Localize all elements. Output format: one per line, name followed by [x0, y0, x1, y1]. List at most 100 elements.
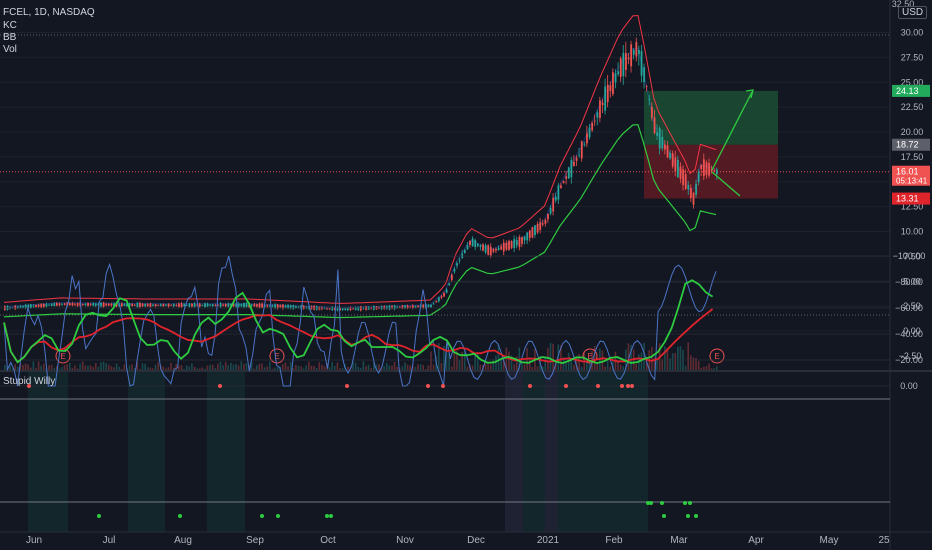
- osc-tick-label: −60.00: [895, 303, 923, 313]
- price-tag-countdown: 05:13:41: [896, 177, 928, 186]
- candle: [638, 49, 640, 55]
- volume-bar: [284, 362, 287, 370]
- volume-bar: [523, 364, 526, 370]
- candle: [669, 152, 672, 159]
- candle: [528, 230, 531, 238]
- candle: [599, 100, 601, 118]
- candle: [126, 303, 128, 307]
- candle: [193, 303, 196, 307]
- osc-tick-label: −100.00: [893, 251, 926, 261]
- candle: [565, 176, 568, 179]
- volume-bar: [128, 365, 131, 370]
- volume-bar: [323, 366, 326, 370]
- candle: [360, 306, 362, 311]
- candle: [201, 305, 204, 306]
- candle: [541, 223, 544, 225]
- candle: [463, 250, 466, 253]
- price-tag-label: 13.31: [896, 194, 919, 204]
- volume-bar: [232, 364, 235, 370]
- candle: [547, 213, 549, 220]
- candle: [695, 183, 698, 195]
- candle: [645, 86, 648, 88]
- bb-indicator-label[interactable]: BB: [3, 32, 17, 43]
- symbol-label[interactable]: FCEL, 1D, NASDAQ: [3, 7, 95, 18]
- candle: [297, 306, 300, 308]
- volume-bar: [58, 368, 61, 370]
- time-tick-label: 2021: [537, 535, 560, 546]
- candle: [505, 242, 508, 250]
- candle: [58, 303, 61, 306]
- price-tick-label: 25.00: [901, 77, 924, 87]
- price-tag: [892, 138, 930, 151]
- volume-bar: [113, 367, 115, 370]
- volume-bar: [710, 368, 713, 370]
- volume-bar: [510, 355, 513, 370]
- oversold-dot: [646, 501, 650, 505]
- candle: [97, 303, 100, 306]
- candle: [692, 192, 695, 205]
- volume-bar: [235, 363, 237, 370]
- candle: [619, 58, 622, 78]
- candle: [682, 169, 685, 186]
- volume-bar: [604, 366, 606, 370]
- volume-bar: [513, 364, 515, 370]
- volume-bar: [370, 368, 372, 370]
- volume-bar: [206, 365, 209, 370]
- oversold-dot: [178, 514, 182, 518]
- currency-badge[interactable]: USD: [898, 6, 928, 19]
- volume-bar: [253, 368, 256, 370]
- candle: [557, 185, 560, 200]
- volume-bar: [479, 364, 482, 370]
- volume-bar: [352, 361, 354, 370]
- candle: [63, 303, 66, 305]
- oscillator-title[interactable]: Stupid Willy: [3, 376, 56, 387]
- candle: [479, 245, 482, 247]
- candle: [469, 240, 471, 245]
- volume-bar: [450, 366, 453, 370]
- candle: [388, 305, 391, 310]
- volume-bar: [560, 345, 562, 370]
- candle: [22, 306, 24, 308]
- volume-bar: [40, 365, 42, 370]
- volume-bar: [250, 361, 253, 370]
- volume-bar: [321, 364, 323, 370]
- candle: [183, 304, 186, 307]
- volume-bar: [79, 363, 81, 370]
- candle: [552, 197, 555, 212]
- volume-bar: [271, 368, 274, 370]
- oversold-dot: [688, 501, 692, 505]
- volume-bar: [201, 367, 204, 370]
- candle: [292, 305, 295, 309]
- volume-bar: [53, 367, 55, 370]
- candle: [617, 71, 620, 75]
- volume-bar: [406, 364, 409, 370]
- volume-bar: [170, 362, 172, 370]
- volume-bar: [640, 352, 643, 370]
- volume-bar: [515, 356, 518, 370]
- volume-bar: [157, 362, 159, 370]
- volume-bar: [84, 365, 87, 370]
- price-tick-label: 30.00: [901, 28, 924, 38]
- osc-zone-4: [558, 370, 648, 532]
- volume-bar: [588, 360, 591, 370]
- osc-tick-label: −40.00: [895, 329, 923, 339]
- candle: [219, 303, 222, 307]
- candle: [508, 240, 510, 250]
- volume-bar: [430, 351, 432, 370]
- overbought-dot: [528, 384, 532, 388]
- candle: [544, 220, 547, 224]
- volume-bar: [645, 361, 648, 370]
- price-tick-label: 12.50: [901, 202, 924, 212]
- vol-indicator-label[interactable]: Vol: [3, 44, 17, 55]
- candle: [261, 303, 264, 308]
- volume-bar: [297, 365, 300, 370]
- volume-bar: [627, 343, 630, 370]
- kc-indicator-label[interactable]: KC: [3, 20, 17, 31]
- candle: [48, 304, 50, 306]
- volume-bar: [437, 342, 440, 370]
- volume-bar: [445, 345, 448, 370]
- candle: [445, 289, 448, 293]
- volume-bar: [292, 368, 295, 370]
- candle: [89, 304, 92, 305]
